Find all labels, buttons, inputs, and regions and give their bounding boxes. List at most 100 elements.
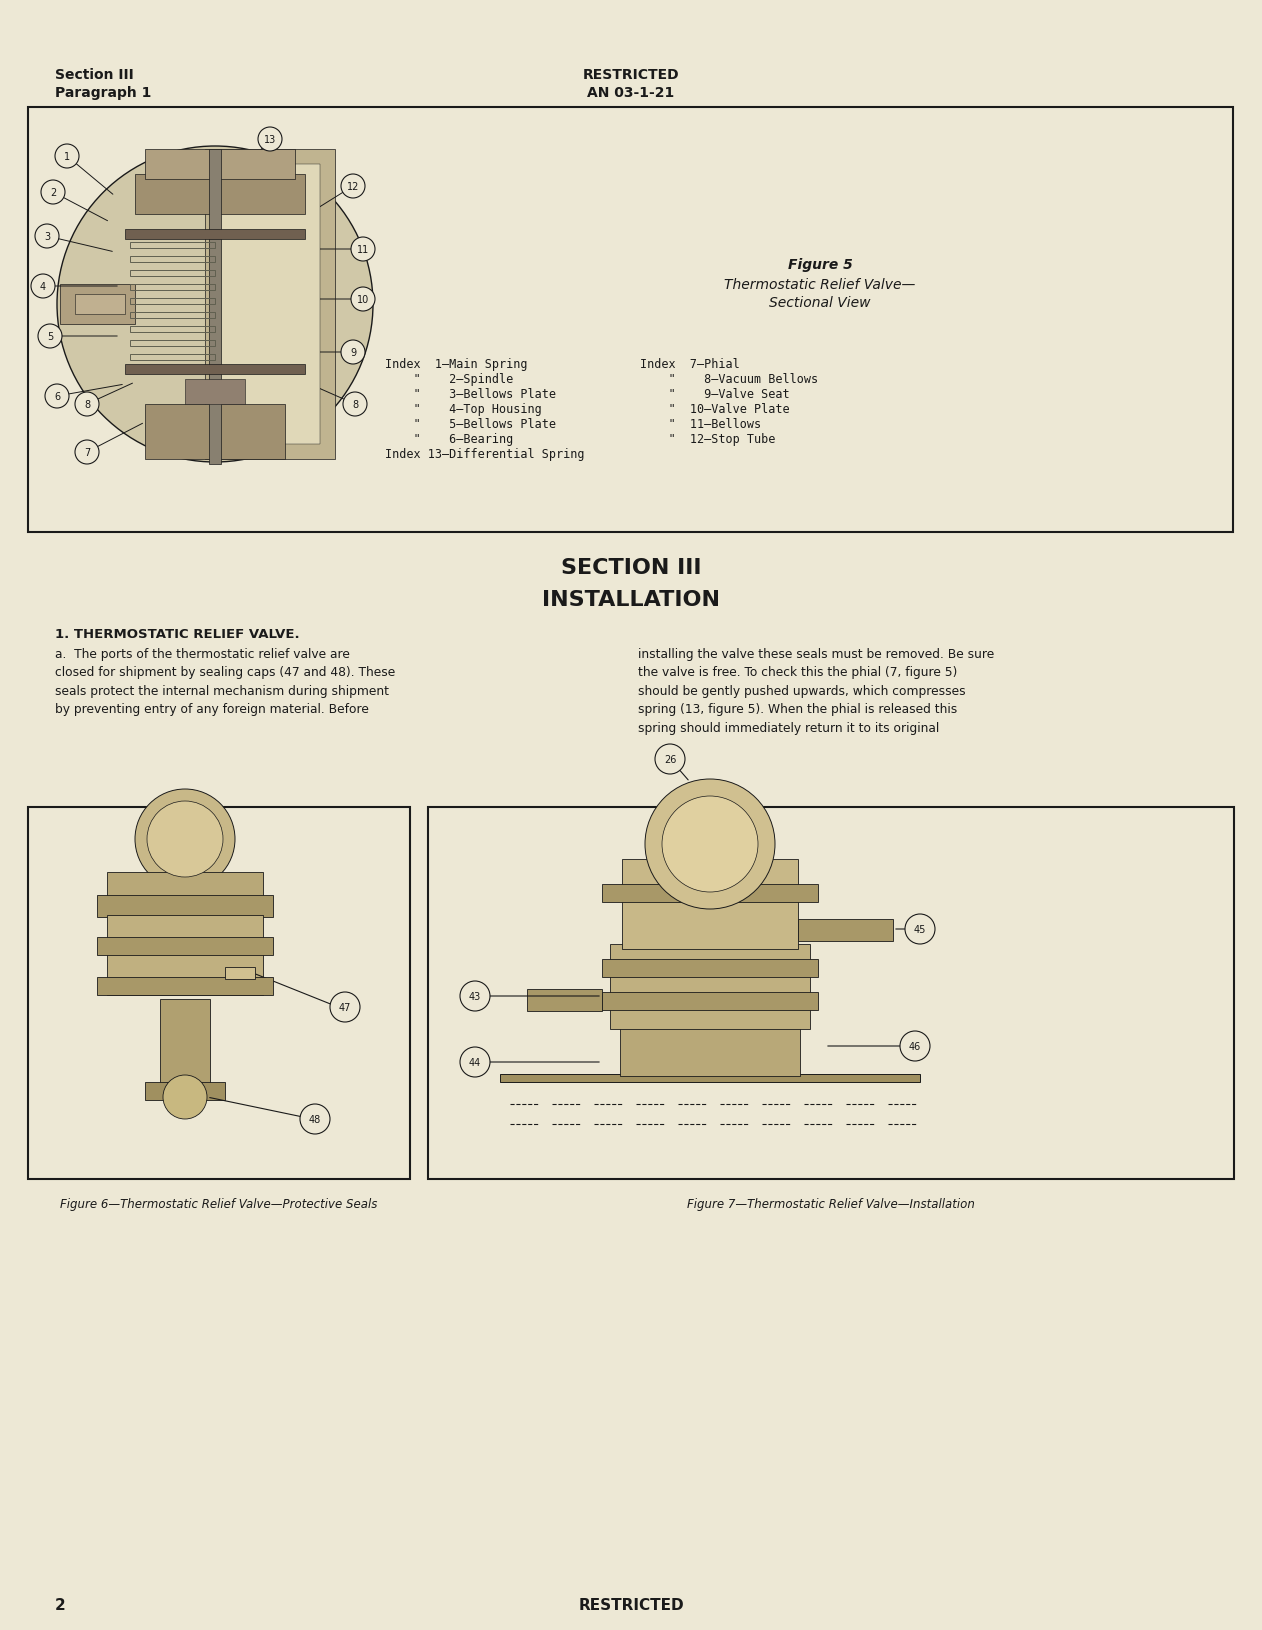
Text: 46: 46 <box>909 1042 921 1051</box>
Text: 44: 44 <box>469 1058 481 1068</box>
Text: installing the valve these seals must be removed. Be sure
the valve is free. To : installing the valve these seals must be… <box>639 647 994 735</box>
Text: Figure 6—Thermostatic Relief Valve—Protective Seals: Figure 6—Thermostatic Relief Valve—Prote… <box>61 1198 377 1209</box>
Text: Thermostatic Relief Valve—: Thermostatic Relief Valve— <box>724 277 916 292</box>
Text: 13: 13 <box>264 135 276 145</box>
Bar <box>107 916 262 996</box>
Circle shape <box>35 225 59 249</box>
Circle shape <box>351 289 375 311</box>
Bar <box>602 960 818 978</box>
Text: RESTRICTED: RESTRICTED <box>583 68 679 82</box>
Bar <box>97 895 273 918</box>
Text: "    8—Vacuum Bellows: " 8—Vacuum Bellows <box>640 373 818 386</box>
Bar <box>225 968 255 980</box>
Bar <box>130 271 215 277</box>
Text: Index 13—Differential Spring: Index 13—Differential Spring <box>385 448 584 461</box>
Circle shape <box>146 802 223 877</box>
Bar <box>622 859 798 949</box>
Bar <box>620 1024 800 1076</box>
Circle shape <box>74 440 98 465</box>
Bar <box>209 150 221 465</box>
Bar <box>130 285 215 290</box>
Text: "  12—Stop Tube: " 12—Stop Tube <box>640 432 775 445</box>
Text: 7: 7 <box>83 448 90 458</box>
Circle shape <box>905 914 935 944</box>
Circle shape <box>655 745 685 774</box>
Bar <box>220 165 321 445</box>
Bar <box>500 1074 920 1082</box>
Text: Index  1—Main Spring: Index 1—Main Spring <box>385 357 528 370</box>
Text: 9: 9 <box>350 347 356 357</box>
Text: 11: 11 <box>357 244 369 254</box>
Bar <box>107 872 262 900</box>
Bar <box>528 989 602 1011</box>
Circle shape <box>163 1076 207 1120</box>
Text: 3: 3 <box>44 231 50 241</box>
Text: 43: 43 <box>469 991 481 1001</box>
Text: 1: 1 <box>64 152 71 161</box>
Text: 4: 4 <box>40 282 45 292</box>
Text: 48: 48 <box>309 1115 321 1125</box>
Text: 45: 45 <box>914 924 926 934</box>
Text: RESTRICTED: RESTRICTED <box>578 1597 684 1612</box>
Circle shape <box>74 393 98 417</box>
Bar <box>610 944 810 1030</box>
Bar <box>130 298 215 305</box>
Bar <box>125 365 305 375</box>
Bar <box>28 807 410 1178</box>
Bar <box>145 150 295 179</box>
Bar <box>186 380 245 404</box>
Bar <box>125 230 305 240</box>
Text: 12: 12 <box>347 183 360 192</box>
Text: 8: 8 <box>352 399 358 409</box>
Bar <box>428 807 1234 1178</box>
Circle shape <box>56 145 80 170</box>
Text: Sectional View: Sectional View <box>770 295 871 310</box>
Text: "    4—Top Housing: " 4—Top Housing <box>385 403 541 416</box>
Circle shape <box>135 789 235 890</box>
Circle shape <box>341 341 365 365</box>
Circle shape <box>645 779 775 910</box>
Circle shape <box>38 324 62 349</box>
Text: 10: 10 <box>357 295 369 305</box>
Text: 2: 2 <box>56 1597 66 1612</box>
Text: Paragraph 1: Paragraph 1 <box>56 86 151 99</box>
Text: 8: 8 <box>85 399 90 409</box>
Bar <box>204 150 334 460</box>
Text: "  10—Valve Plate: " 10—Valve Plate <box>640 403 790 416</box>
Text: 26: 26 <box>664 755 676 764</box>
Bar <box>61 285 135 324</box>
Bar <box>97 937 273 955</box>
Circle shape <box>57 147 374 463</box>
Text: "    2—Spindle: " 2—Spindle <box>385 373 514 386</box>
Text: "    5—Bellows Plate: " 5—Bellows Plate <box>385 417 557 430</box>
Circle shape <box>45 385 69 409</box>
Bar <box>130 258 215 262</box>
Bar <box>798 919 893 942</box>
Text: "    9—Valve Seat: " 9—Valve Seat <box>640 388 790 401</box>
Text: Index  7—Phial: Index 7—Phial <box>640 357 740 370</box>
Bar <box>145 404 285 460</box>
Text: Section III: Section III <box>56 68 134 82</box>
Text: SECTION III: SECTION III <box>560 557 702 577</box>
Circle shape <box>32 275 56 298</box>
Circle shape <box>343 393 367 417</box>
Bar <box>145 1082 225 1100</box>
Text: "    3—Bellows Plate: " 3—Bellows Plate <box>385 388 557 401</box>
Circle shape <box>663 797 758 893</box>
Circle shape <box>461 1048 490 1077</box>
Text: "  11—Bellows: " 11—Bellows <box>640 417 761 430</box>
Circle shape <box>40 181 66 205</box>
Bar <box>160 999 209 1084</box>
Bar <box>135 174 305 215</box>
Circle shape <box>341 174 365 199</box>
Text: a.  The ports of the thermostatic relief valve are
closed for shipment by sealin: a. The ports of the thermostatic relief … <box>56 647 395 716</box>
Text: 5: 5 <box>47 333 53 342</box>
Bar <box>130 355 215 360</box>
Circle shape <box>461 981 490 1011</box>
Bar <box>130 313 215 319</box>
Text: "    6—Bearing: " 6—Bearing <box>385 432 514 445</box>
Text: 2: 2 <box>50 187 56 197</box>
Bar <box>602 993 818 1011</box>
Text: 6: 6 <box>54 391 61 401</box>
Bar <box>28 108 1233 533</box>
